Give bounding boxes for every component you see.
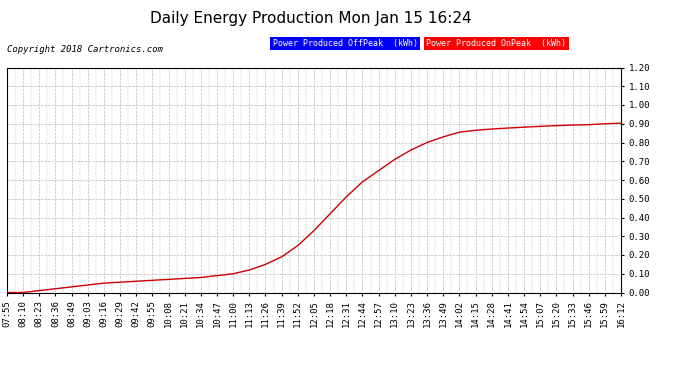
Text: Copyright 2018 Cartronics.com: Copyright 2018 Cartronics.com bbox=[7, 45, 163, 54]
Text: Power Produced OffPeak  (kWh): Power Produced OffPeak (kWh) bbox=[273, 39, 417, 48]
Text: Daily Energy Production Mon Jan 15 16:24: Daily Energy Production Mon Jan 15 16:24 bbox=[150, 11, 471, 26]
Text: Power Produced OnPeak  (kWh): Power Produced OnPeak (kWh) bbox=[426, 39, 566, 48]
